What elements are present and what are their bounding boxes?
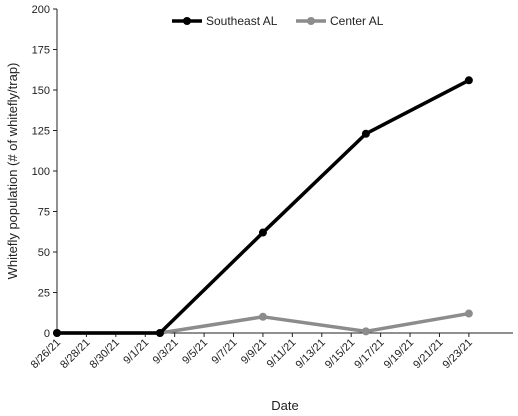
data-point-center-al	[361, 327, 370, 336]
x-tick-label: 9/11/21	[265, 337, 299, 371]
legend-item-southeast-al: Southeast AL	[172, 14, 278, 28]
data-point-southeast-al	[53, 329, 61, 337]
y-tick-label: 25	[38, 288, 50, 300]
y-tick-label: 50	[38, 247, 50, 259]
data-point-southeast-al	[361, 129, 370, 138]
x-tick-label: 9/15/21	[323, 337, 357, 371]
x-tick-label: 9/7/21	[210, 337, 240, 367]
x-tick-label: 9/21/21	[411, 337, 445, 371]
x-tick-label: 9/23/21	[441, 337, 475, 371]
x-axis-title: Date	[271, 398, 298, 413]
x-tick-label: 9/3/21	[151, 337, 181, 367]
x-tick-label: 8/26/21	[29, 337, 63, 371]
series-line-southeast-al	[57, 78, 470, 335]
y-tick-label: 150	[32, 85, 50, 97]
data-point-southeast-al	[155, 329, 164, 337]
y-tick-label: 200	[32, 4, 50, 16]
y-axis-title: Whitefly population (# of whitefly/trap)	[5, 63, 20, 280]
x-tick-label: 8/28/21	[58, 337, 92, 371]
legend-swatch-marker	[307, 17, 315, 25]
data-point-southeast-al	[258, 228, 267, 237]
legend: Southeast AL Center AL	[172, 14, 384, 28]
legend-item-center-al: Center AL	[296, 14, 384, 28]
data-point-center-al	[258, 312, 267, 321]
y-axis: 0 25 50 75 100 125 150 175 200	[32, 4, 58, 340]
y-tick-label: 100	[32, 166, 50, 178]
y-tick-label: 0	[44, 328, 50, 340]
x-tick-label: 9/5/21	[180, 337, 210, 367]
x-tick-label: 9/1/21	[121, 337, 151, 367]
legend-swatch-marker	[183, 17, 191, 25]
y-tick-label: 75	[38, 207, 50, 219]
x-tick-label: 9/19/21	[382, 337, 416, 371]
x-tick-label: 9/13/21	[293, 337, 327, 371]
legend-label: Center AL	[330, 14, 384, 28]
x-tick-label: 8/30/21	[88, 337, 122, 371]
y-tick-label: 125	[32, 126, 50, 138]
x-axis: 8/26/218/28/218/30/21 9/1/21 9/3/21 9/5/21 9…	[29, 332, 513, 371]
y-tick-label: 175	[32, 45, 50, 57]
series-layer	[53, 76, 473, 337]
legend-label: Southeast AL	[206, 14, 278, 28]
data-point-southeast-al	[464, 76, 473, 85]
data-point-center-al	[464, 309, 473, 318]
x-tick-label: 9/17/21	[352, 337, 386, 371]
